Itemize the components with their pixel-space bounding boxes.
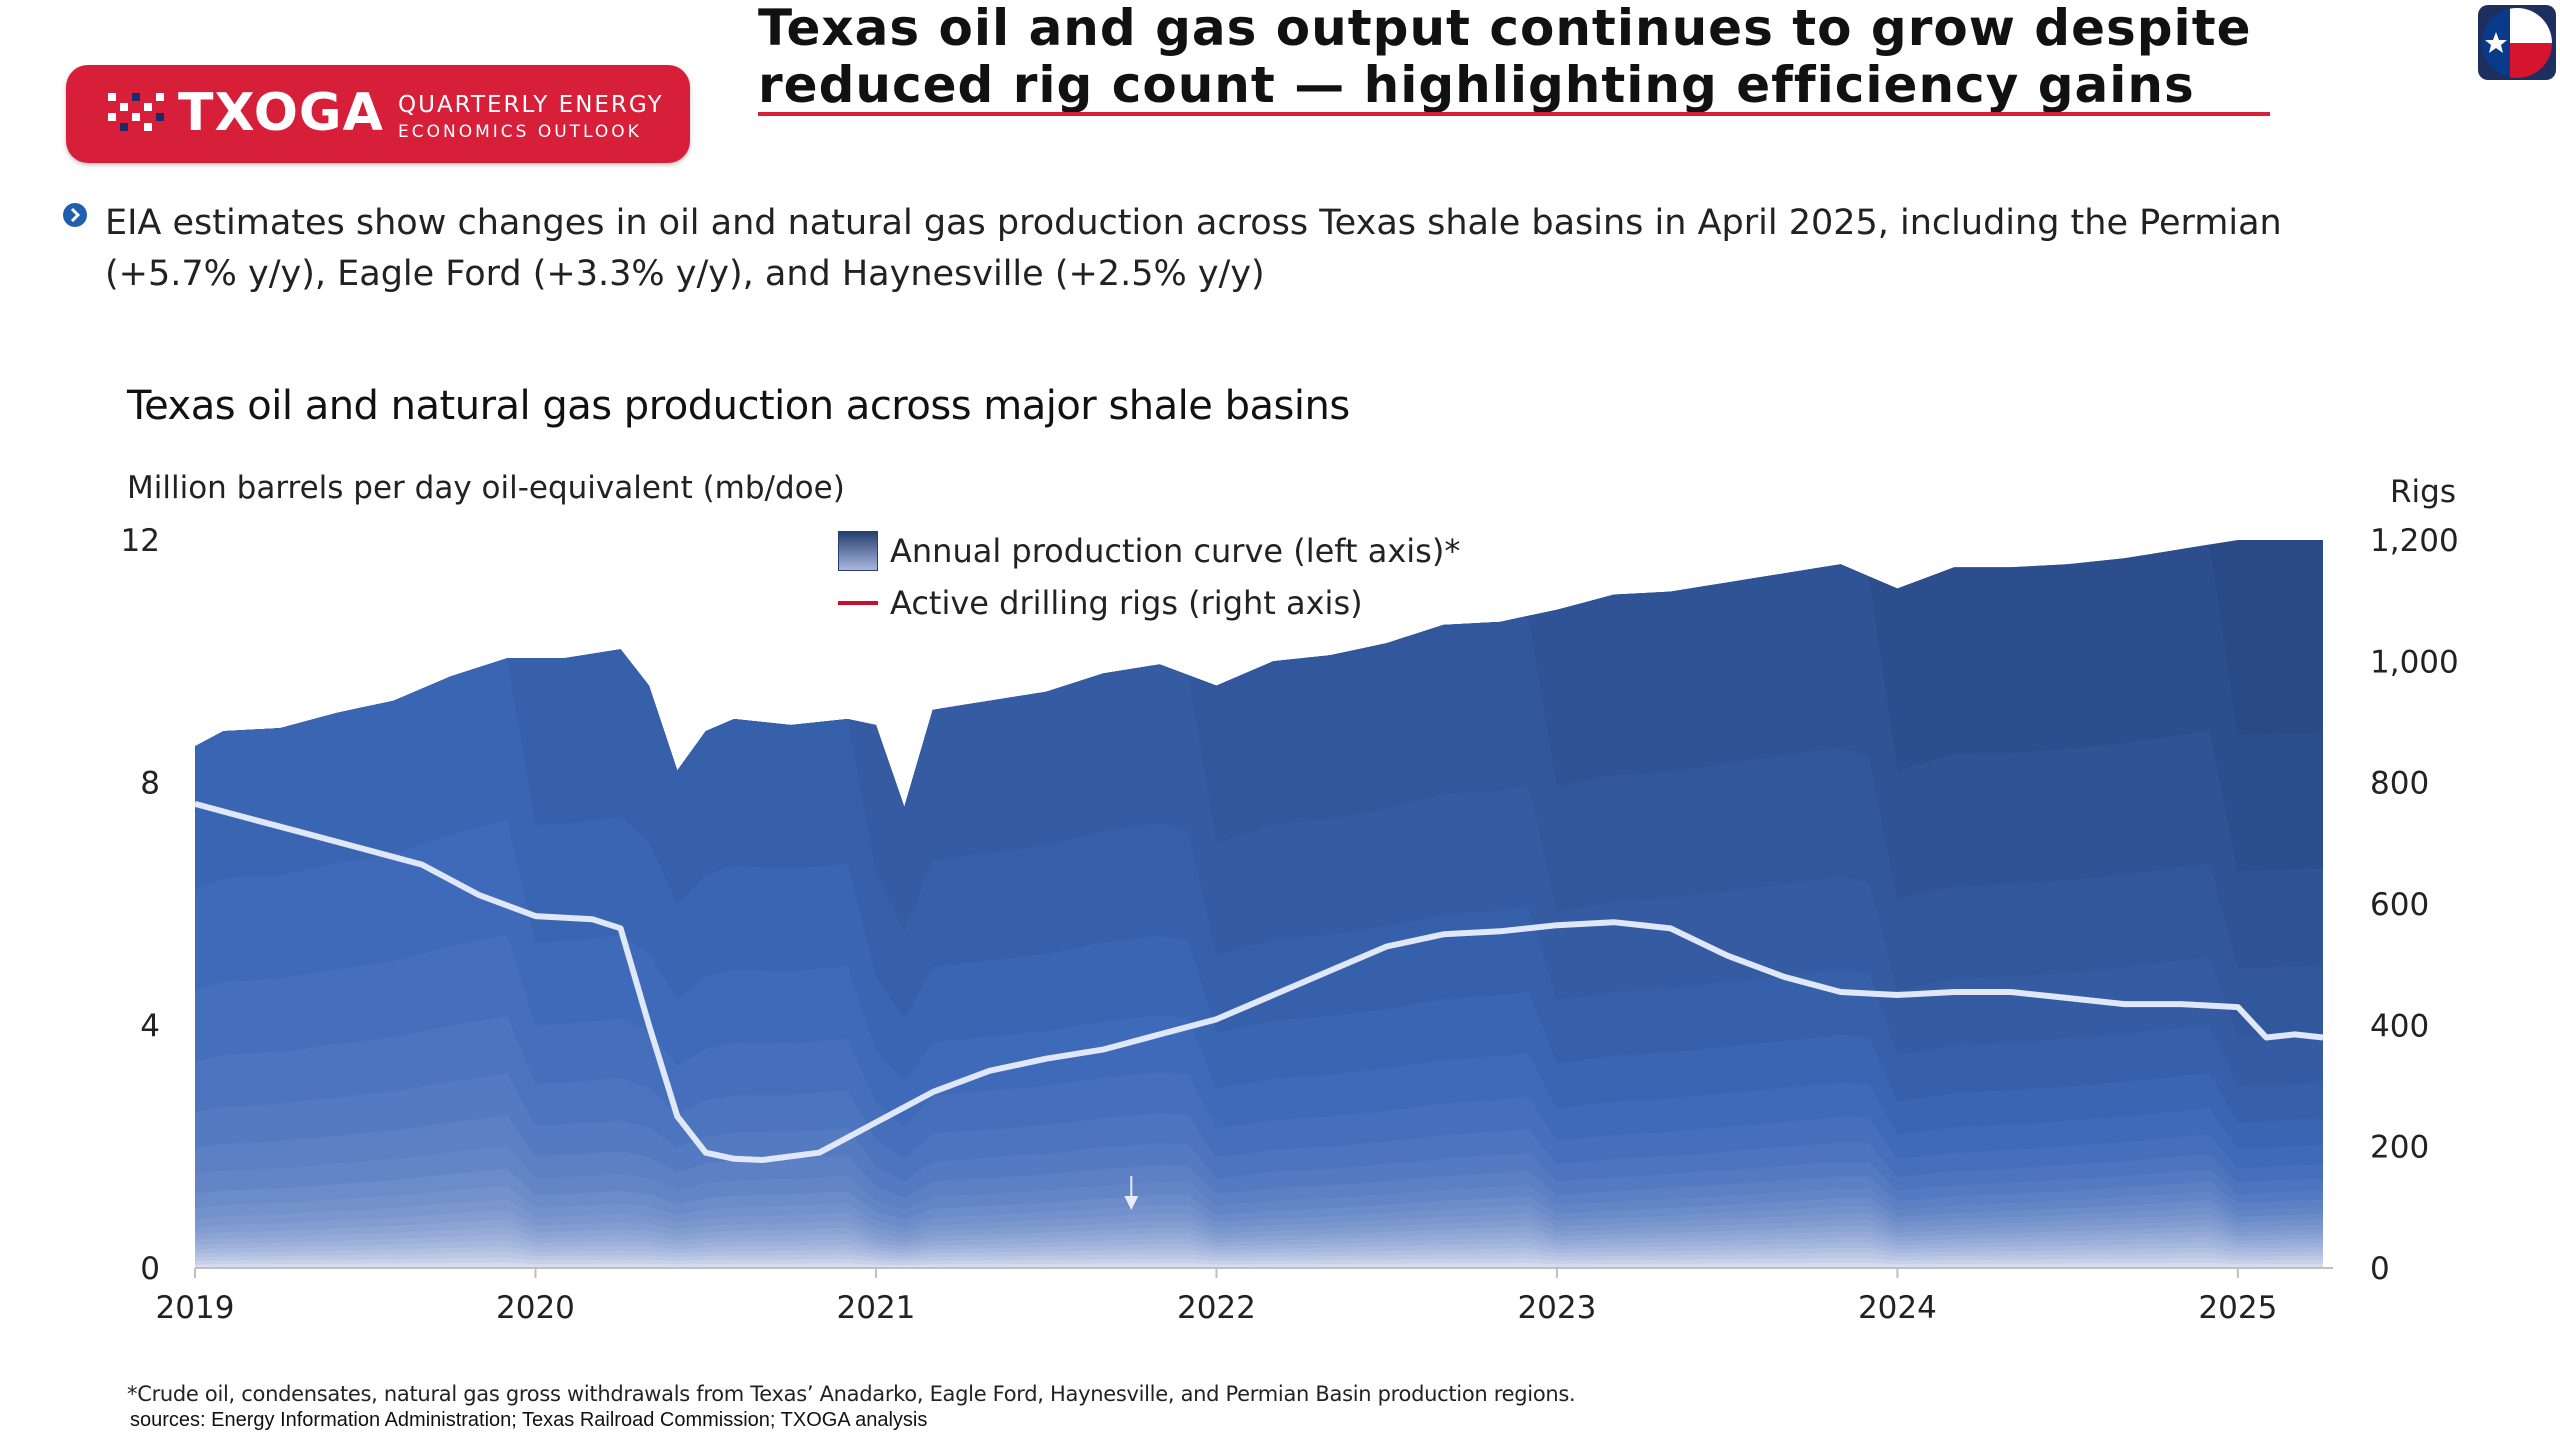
- logo-tagline-1: QUARTERLY ENERGY: [398, 92, 664, 118]
- y2-tick-label-1200: 1,200: [2370, 523, 2459, 559]
- y-axis-label-left: Million barrels per day oil-equivalent (…: [127, 470, 845, 506]
- y2-tick-label-800: 800: [2370, 766, 2429, 802]
- x-tick-label-2023: 2023: [1517, 1290, 1596, 1326]
- annotation-arrow-head: [1124, 1196, 1139, 1210]
- page-title: Texas oil and gas output continues to gr…: [758, 0, 2278, 114]
- x-tick-label-2022: 2022: [1177, 1290, 1256, 1326]
- legend-swatch-area: [838, 531, 878, 571]
- x-tick-label-2024: 2024: [1858, 1290, 1937, 1326]
- title-line-1: Texas oil and gas output continues to gr…: [758, 0, 2252, 57]
- sources: sources: Energy Information Administrati…: [130, 1409, 928, 1431]
- y2-tick-label-1000: 1,000: [2370, 644, 2459, 680]
- footnote: *Crude oil, condensates, natural gas gro…: [127, 1382, 1576, 1406]
- texas-flag-icon: [2478, 5, 2556, 80]
- y2-tick-label-200: 200: [2370, 1130, 2429, 1166]
- y2-tick-label-0: 0: [2370, 1251, 2390, 1287]
- x-tick-label-2021: 2021: [837, 1290, 916, 1326]
- x-tick-label-2025: 2025: [2198, 1290, 2277, 1326]
- y-tick-label-0: 0: [140, 1251, 160, 1287]
- legend-item-rigs: Active drilling rigs (right axis): [838, 577, 1460, 629]
- chevron-right-icon: [63, 203, 87, 227]
- chart-legend: Annual production curve (left axis)* Act…: [838, 525, 1460, 629]
- x-tick-label-2019: 2019: [156, 1290, 235, 1326]
- chart-title: Texas oil and natural gas production acr…: [127, 383, 1350, 429]
- y-axis-label-right: Rigs: [2390, 474, 2456, 510]
- y-tick-label-12: 12: [121, 523, 160, 559]
- bullet-text: EIA estimates show changes in oil and na…: [105, 203, 2282, 294]
- txoga-mark-icon: [108, 93, 164, 131]
- legend-label-production: Annual production curve (left axis)*: [890, 532, 1461, 570]
- y-tick-label-8: 8: [140, 766, 160, 802]
- rig-count-line: [194, 801, 2324, 1163]
- title-line-2: reduced rig count — highlighting efficie…: [758, 56, 2195, 114]
- legend-item-production: Annual production curve (left axis)*: [838, 525, 1460, 577]
- title-underline: [758, 112, 2270, 116]
- y2-tick-label-600: 600: [2370, 887, 2429, 923]
- txoga-logo: TXOGA QUARTERLY ENERGY ECONOMICS OUTLOOK: [66, 65, 690, 163]
- legend-label-rigs: Active drilling rigs (right axis): [890, 584, 1363, 622]
- logo-brand: TXOGA: [178, 83, 384, 143]
- y-tick-label-4: 4: [140, 1008, 160, 1044]
- y2-tick-label-400: 400: [2370, 1008, 2429, 1044]
- x-tick-label-2020: 2020: [496, 1290, 575, 1326]
- production-layer-2001: [195, 1262, 2323, 1268]
- logo-tagline-2: ECONOMICS OUTLOOK: [398, 122, 642, 142]
- legend-swatch-line: [838, 601, 878, 605]
